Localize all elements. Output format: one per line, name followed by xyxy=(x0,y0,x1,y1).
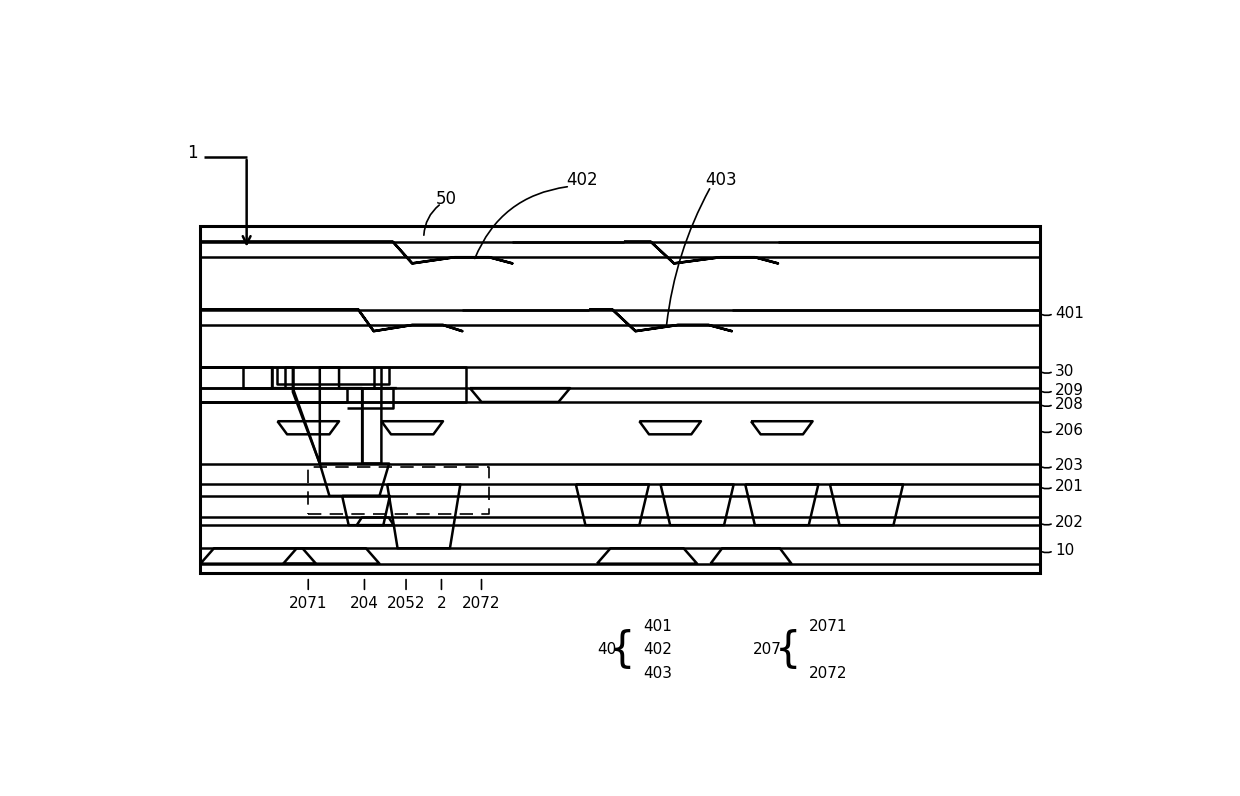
Text: {: { xyxy=(775,629,801,671)
Text: 203: 203 xyxy=(1055,458,1084,474)
Text: 2072: 2072 xyxy=(463,596,501,611)
Text: 2072: 2072 xyxy=(808,665,847,681)
Text: 10: 10 xyxy=(1055,543,1074,558)
Text: 2052: 2052 xyxy=(387,596,425,611)
Text: 402: 402 xyxy=(644,642,672,657)
Text: 206: 206 xyxy=(1055,423,1084,438)
Text: 401: 401 xyxy=(644,619,672,634)
Text: 30: 30 xyxy=(1055,364,1075,379)
Text: 204: 204 xyxy=(350,596,379,611)
Text: 40: 40 xyxy=(596,642,616,657)
Text: 2071: 2071 xyxy=(808,619,847,634)
Text: 50: 50 xyxy=(435,190,456,209)
Text: 202: 202 xyxy=(1055,515,1084,530)
Text: 209: 209 xyxy=(1055,383,1084,398)
Text: 402: 402 xyxy=(567,171,598,189)
Text: 2071: 2071 xyxy=(289,596,327,611)
Text: 207: 207 xyxy=(753,642,781,657)
Text: 1: 1 xyxy=(187,144,198,162)
Text: 2: 2 xyxy=(436,596,446,611)
Text: 208: 208 xyxy=(1055,396,1084,412)
Text: 403: 403 xyxy=(704,171,737,189)
Text: 403: 403 xyxy=(644,665,672,681)
Text: 201: 201 xyxy=(1055,479,1084,494)
Text: 401: 401 xyxy=(1055,306,1084,321)
Text: {: { xyxy=(609,629,635,671)
